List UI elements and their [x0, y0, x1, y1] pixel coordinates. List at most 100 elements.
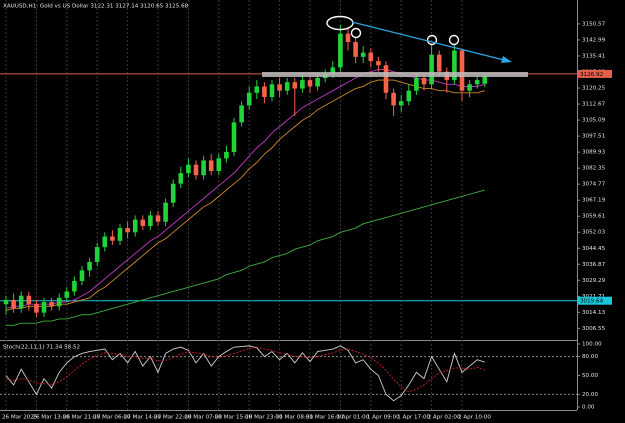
x-tick-label: 1 Apr 09:00: [367, 415, 400, 421]
candle-body: [376, 61, 381, 66]
candle-body: [208, 160, 214, 171]
y-tick-label: 3150.57: [582, 21, 606, 27]
y-tick-label: 3029.29: [582, 278, 606, 284]
x-tick-label: 27 Mar 22:00: [154, 415, 192, 421]
moving-average: [6, 189, 485, 326]
y-tick-label: 3044.45: [582, 246, 606, 252]
y-tick-label: 3105.09: [582, 118, 606, 124]
candle-body: [132, 219, 138, 233]
y-tick-label: 3036.87: [582, 262, 606, 268]
trend-line: [351, 21, 509, 62]
peak-marker: [448, 34, 460, 46]
x-tick-label: 26 Mar 21:00: [63, 415, 101, 421]
y-tick-label: 3074.77: [582, 182, 606, 188]
x-tick-label: 2 Apr 10:00: [458, 415, 491, 421]
x-tick-label: 26 Mar 2025: [2, 415, 38, 421]
candle-body: [72, 280, 77, 292]
peak-marker: [326, 15, 354, 31]
candle-body: [360, 52, 366, 57]
peak-marker: [350, 27, 362, 39]
price-level-label: 3126.92: [580, 72, 603, 78]
y-tick-label: 3089.93: [582, 150, 606, 156]
candle-body: [284, 82, 290, 91]
y-tick-label: 3135.41: [582, 53, 606, 59]
candle-body: [262, 86, 267, 98]
candle-body: [117, 228, 123, 241]
candle-body: [246, 92, 252, 106]
candle-body: [254, 86, 260, 93]
candle-body: [421, 77, 427, 85]
y-tick-label: 3006.55: [582, 326, 606, 332]
candle-body: [64, 291, 70, 298]
candle-body: [353, 42, 358, 57]
y-tick-label: 80.00: [582, 354, 598, 360]
candle-body: [163, 202, 168, 222]
x-tick-label: 1 Apr 01:00: [336, 415, 369, 421]
indicator-line: [5, 345, 485, 402]
y-tick-label: 3082.35: [582, 166, 606, 172]
candle-body: [148, 215, 153, 226]
candle-body: [155, 215, 161, 222]
candle-body: [3, 299, 9, 305]
y-tick-label: 3067.19: [582, 198, 606, 204]
candle-body: [474, 80, 480, 85]
candle-body: [87, 261, 92, 271]
candle-body: [102, 236, 108, 248]
x-tick-label: 31 Mar 16:00: [306, 415, 344, 421]
candle-body: [368, 52, 374, 62]
candle-body: [398, 101, 404, 106]
candle-body: [224, 151, 229, 159]
x-tick-label: 27 Mar 14:00: [124, 415, 162, 421]
candle-body: [452, 50, 457, 81]
candle-body: [338, 33, 343, 68]
candle-body: [193, 164, 199, 176]
x-tick-label: 27 Mar 06:00: [93, 415, 131, 421]
candle-body: [170, 183, 176, 203]
candle-body: [94, 247, 100, 262]
candle-body: [178, 173, 184, 184]
x-tick-label: 1 Apr 17:00: [397, 415, 430, 421]
price-level-box: [578, 296, 612, 305]
y-tick-label: 3097.51: [582, 134, 606, 140]
candle-body: [239, 105, 244, 123]
candle-body: [34, 304, 39, 313]
candle-body: [436, 54, 442, 72]
candle-body: [11, 299, 16, 309]
moving-average: [5, 79, 485, 311]
candle-body: [482, 76, 488, 84]
candle-body: [459, 50, 465, 91]
candle-body: [406, 90, 412, 102]
candle-body: [300, 80, 305, 89]
y-tick-label: 3014.13: [582, 310, 606, 316]
candle-body: [429, 54, 434, 85]
y-tick-label: 3059.61: [582, 214, 606, 220]
candle-body: [414, 77, 419, 91]
candle-body: [269, 84, 275, 98]
candle-body: [49, 302, 54, 307]
candle-body: [79, 270, 85, 281]
indicator-title: Stoch(22,11,1) 71.34 58.52: [3, 345, 80, 351]
candle-body: [467, 84, 472, 91]
candle-body: [383, 65, 389, 93]
y-tick-label: 3142.99: [582, 37, 606, 43]
x-tick-label: 31 Mar 08:00: [276, 415, 314, 421]
x-tick-label: 28 Mar 23:00: [245, 415, 283, 421]
y-tick-label: 3112.67: [582, 102, 606, 108]
y-tick-label: 3052.03: [582, 230, 606, 236]
candle-body: [125, 228, 130, 233]
candle-body: [277, 84, 282, 91]
candle-body: [292, 82, 298, 89]
y-tick-label: 3120.25: [582, 86, 606, 92]
x-tick-label: 2 Apr 02:00: [428, 415, 461, 421]
candle-body: [307, 80, 313, 87]
candle-body: [26, 295, 32, 305]
x-tick-label: 28 Mar 07:00: [184, 415, 222, 421]
y-tick-label: 100.00: [582, 342, 602, 348]
candle-body: [201, 160, 206, 176]
x-tick-label: 26 Mar 13:00: [32, 415, 70, 421]
price-level-label: 3019.64: [580, 299, 604, 305]
candle-body: [41, 302, 47, 313]
